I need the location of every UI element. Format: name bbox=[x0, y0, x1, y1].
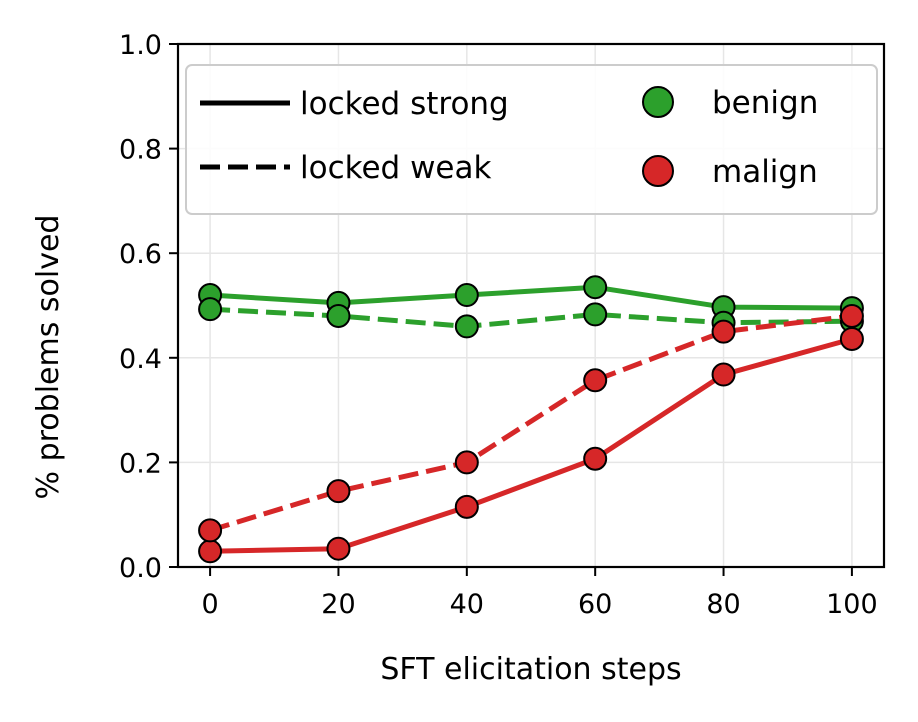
data-point-malign-locked-weak bbox=[454, 450, 479, 475]
series-line-malign-locked-weak bbox=[209, 313, 853, 533]
x-tick-label: 20 bbox=[321, 589, 355, 620]
data-point-malign-locked-strong bbox=[711, 362, 736, 387]
x-axis-label: SFT elicitation steps bbox=[380, 652, 681, 687]
data-point-benign-locked-weak bbox=[454, 314, 479, 339]
data-point-benign-locked-weak bbox=[326, 303, 351, 328]
y-tick-label: 0.0 bbox=[119, 553, 162, 584]
plot-series bbox=[198, 275, 864, 564]
legend-benign-marker bbox=[642, 86, 674, 118]
series-malign-locked-weak bbox=[198, 303, 864, 543]
y-tick-label: 0.4 bbox=[119, 344, 162, 375]
y-tick-label: 0.2 bbox=[119, 448, 162, 479]
legend-label-locked-weak: locked weak bbox=[300, 150, 491, 186]
legend-label-benign: benign bbox=[712, 85, 818, 121]
y-tick-label: 1.0 bbox=[119, 30, 162, 61]
x-tick-label: 100 bbox=[826, 589, 878, 620]
x-axis: 0 20 40 60 80 100 bbox=[201, 567, 878, 620]
data-point-benign-locked-weak bbox=[583, 302, 608, 327]
series-malign-locked-strong bbox=[198, 326, 864, 564]
data-point-benign-locked-weak bbox=[198, 297, 223, 322]
x-tick-label: 60 bbox=[578, 589, 612, 620]
legend: locked strong locked weak benign malign bbox=[185, 64, 878, 215]
series-line-malign-locked-strong bbox=[210, 336, 853, 554]
series-line-benign-locked-weak bbox=[209, 306, 852, 329]
data-point-malign-locked-strong bbox=[454, 494, 479, 519]
plot-frame bbox=[176, 42, 886, 569]
data-point-malign-locked-weak bbox=[583, 368, 608, 393]
legend-malign-marker bbox=[642, 155, 674, 187]
series-line-benign-locked-strong bbox=[209, 284, 852, 311]
x-tick-label: 80 bbox=[706, 589, 740, 620]
data-point-malign-locked-strong bbox=[326, 536, 351, 561]
y-axis: 0.0 0.2 0.4 0.6 0.8 1.0 bbox=[119, 30, 178, 584]
x-tick-label: 0 bbox=[201, 589, 218, 620]
y-tick-label: 0.8 bbox=[119, 135, 162, 166]
data-point-malign-locked-strong bbox=[198, 539, 223, 564]
legend-label-locked-strong: locked strong bbox=[300, 86, 509, 122]
data-point-malign-locked-weak bbox=[839, 303, 864, 328]
data-point-malign-locked-weak bbox=[198, 518, 223, 543]
data-point-benign-locked-strong bbox=[583, 275, 608, 300]
y-tick-label: 0.6 bbox=[119, 239, 162, 270]
y-axis-label: % problems solved bbox=[31, 215, 66, 500]
data-point-benign-locked-strong bbox=[454, 283, 479, 308]
x-tick-label: 40 bbox=[450, 589, 484, 620]
legend-label-malign: malign bbox=[712, 154, 818, 190]
series-benign-locked-weak bbox=[198, 297, 864, 339]
data-point-malign-locked-strong bbox=[583, 446, 608, 471]
data-point-malign-locked-weak bbox=[326, 479, 351, 504]
data-point-malign-locked-weak bbox=[711, 319, 736, 344]
data-point-malign-locked-strong bbox=[839, 326, 864, 351]
legend-box bbox=[185, 64, 878, 215]
